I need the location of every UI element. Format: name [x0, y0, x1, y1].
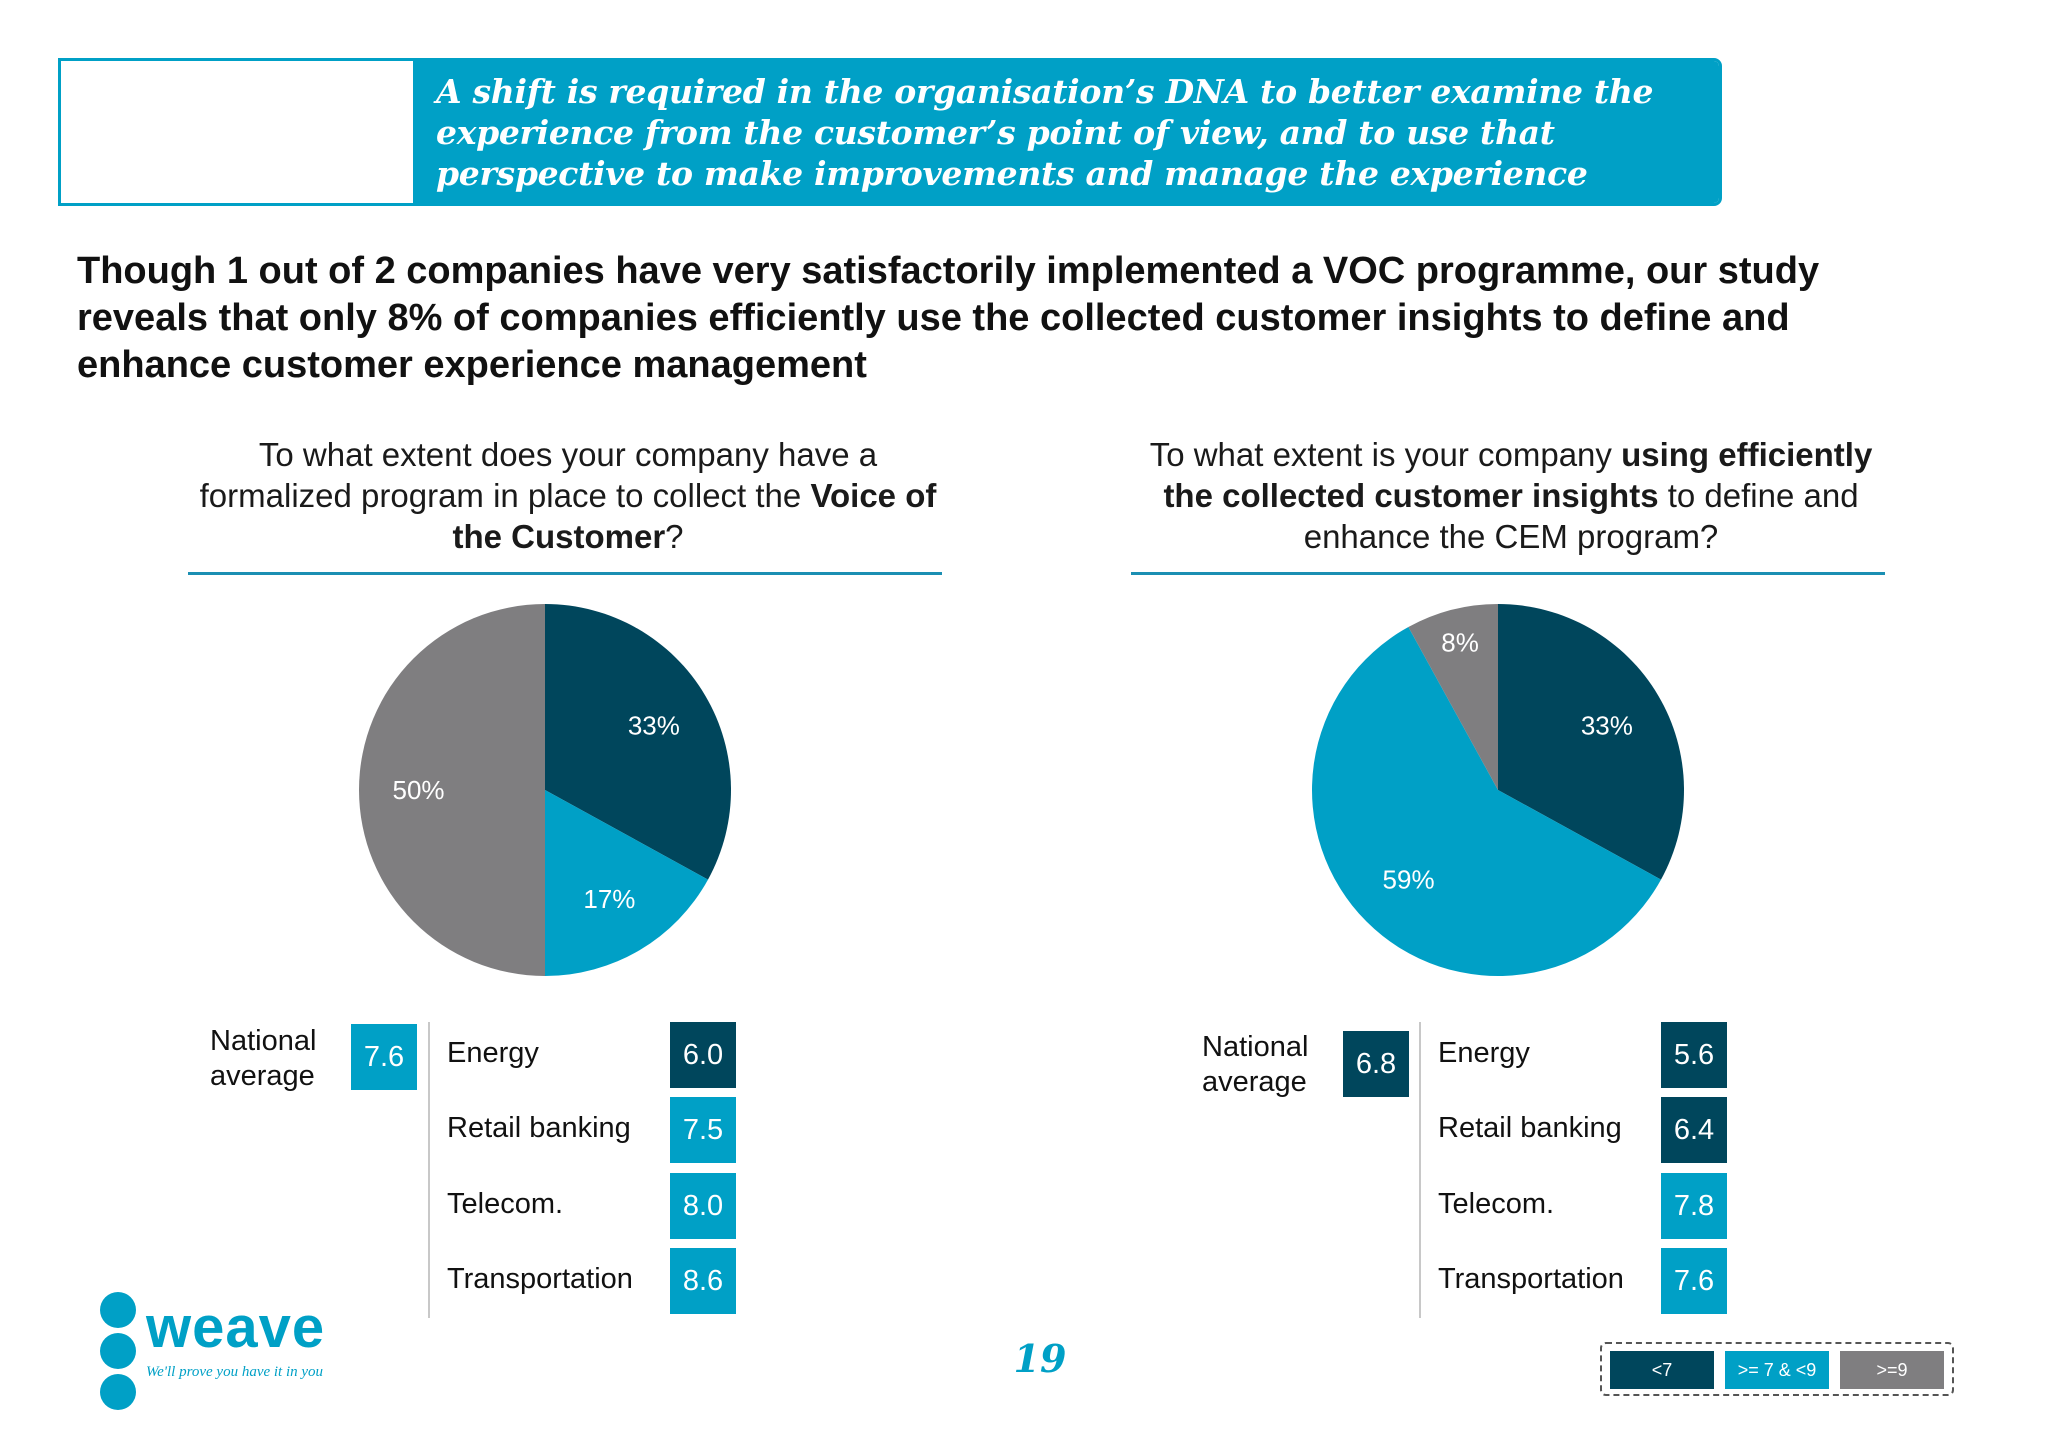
score-legend: <7 >= 7 & <9 >=9 [1600, 1342, 1954, 1396]
right-sector-label: Transportation [1438, 1263, 1624, 1295]
right-question-rule [1131, 572, 1885, 575]
right-sector-score: 6.4 [1661, 1097, 1727, 1163]
left-pie-chart: 33% 17% 50% [359, 604, 731, 976]
page-number: 19 [1013, 1336, 1067, 1381]
banner-text: A shift is required in the organisation’… [436, 72, 1654, 193]
right-question-part2: to define and enhance the CEM program? [1303, 477, 1859, 555]
left-sector-score: 7.5 [670, 1097, 736, 1163]
banner-fill [413, 61, 1719, 203]
left-question-bold: Voice of the Customer [452, 477, 937, 555]
left-question-part2: ? [665, 518, 684, 555]
right-sector-score: 5.6 [1661, 1022, 1727, 1088]
right-sector-label: Retail banking [1438, 1112, 1622, 1144]
legend-item-2: >=9 [1840, 1351, 1944, 1389]
right-sector-label: Telecom. [1438, 1188, 1555, 1220]
left-sector-label: Transportation [447, 1263, 633, 1295]
logo-wordmark: weave [146, 1295, 326, 1360]
right-divider [1419, 1022, 1421, 1318]
left-question-rule [188, 572, 942, 575]
left-sector-label: Retail banking [447, 1112, 631, 1144]
right-sector-label: Energy [1438, 1037, 1530, 1069]
right-pie-chart: 33% 59% 8% [1312, 604, 1684, 976]
legend-item-0: <7 [1610, 1351, 1714, 1389]
left-pie-slice-label-2: 50% [392, 775, 444, 805]
left-national-score: 7.6 [351, 1024, 417, 1090]
right-sector-score: 7.8 [1661, 1173, 1727, 1239]
left-pie-slice-0 [545, 604, 731, 880]
right-national-label: National average [1202, 1030, 1332, 1100]
right-question-part1: To what extent is your company [1149, 436, 1622, 473]
page-headline: Though 1 out of 2 companies have very sa… [77, 250, 1820, 386]
left-sector-score: 8.0 [670, 1173, 736, 1239]
right-pie-slice-label-0: 33% [1581, 711, 1633, 741]
left-divider [428, 1022, 430, 1318]
right-pie-slice-label-1: 59% [1383, 864, 1435, 894]
right-pie-slice-label-2: 8% [1441, 627, 1479, 657]
left-sector-score: 6.0 [670, 1022, 736, 1088]
right-pie-slice-0 [1498, 604, 1684, 880]
left-question: To what extent does your company have a … [188, 434, 948, 557]
left-national-label-text: National average [210, 1025, 317, 1092]
right-pie-slice-1 [1312, 627, 1661, 976]
quote-banner: A shift is required in the organisation’… [58, 58, 1722, 206]
right-pie-slice-2 [1408, 604, 1498, 790]
logo-dots-icon [100, 1292, 140, 1410]
left-sector-score: 8.6 [670, 1248, 736, 1314]
right-sector-score: 7.6 [1661, 1248, 1727, 1314]
left-pie-slice-2 [359, 604, 545, 976]
right-national-score: 6.8 [1343, 1031, 1409, 1097]
right-question-bold: using efficiently the collected customer… [1163, 436, 1873, 514]
left-pie-slice-label-0: 33% [628, 711, 680, 741]
right-question: To what extent is your company using eff… [1131, 434, 1891, 557]
left-sector-label: Energy [447, 1037, 539, 1069]
left-sector-label: Telecom. [447, 1188, 564, 1220]
right-national-label-text: National average [1202, 1031, 1309, 1098]
left-national-label: National average [210, 1024, 340, 1094]
legend-item-1: >= 7 & <9 [1725, 1351, 1829, 1389]
left-pie-slice-label-1: 17% [583, 884, 635, 914]
left-question-part1: To what extent does your company have a … [199, 436, 878, 514]
left-pie-slice-1 [545, 790, 708, 976]
logo-tagline: We'll prove you have it in you [146, 1364, 324, 1380]
